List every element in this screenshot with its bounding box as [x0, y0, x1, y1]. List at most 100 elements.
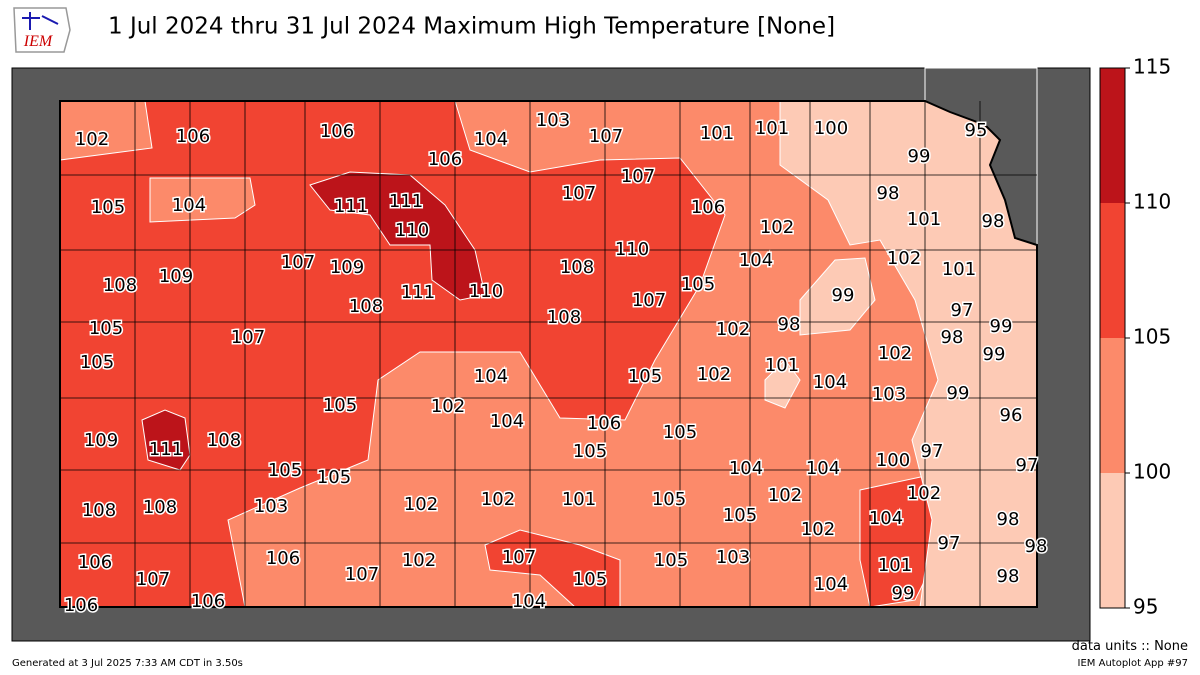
station-label: 105 — [681, 274, 715, 295]
station-label: 105 — [663, 422, 697, 443]
station-label: 105 — [573, 441, 607, 462]
station-label: 103 — [536, 110, 570, 131]
station-label: 106 — [191, 591, 225, 612]
station-label: 111 — [149, 439, 183, 460]
station-label: 106 — [78, 552, 112, 573]
station-label: 109 — [159, 266, 193, 287]
station-label: 107 — [632, 290, 666, 311]
station-label: 105 — [652, 489, 686, 510]
station-label: 106 — [320, 121, 354, 142]
station-label: 97 — [938, 533, 961, 554]
station-label: 105 — [91, 197, 125, 218]
station-label: 102 — [768, 485, 802, 506]
colorbar-segment — [1100, 473, 1125, 608]
station-label: 108 — [103, 275, 137, 296]
station-label: 102 — [481, 489, 515, 510]
station-label: 99 — [947, 383, 970, 404]
station-label: 107 — [345, 564, 379, 585]
station-label: 102 — [697, 364, 731, 385]
station-label: 105 — [654, 550, 688, 571]
station-label: 96 — [1000, 405, 1023, 426]
station-label: 105 — [80, 352, 114, 373]
station-label: 102 — [878, 343, 912, 364]
station-label: 104 — [813, 372, 847, 393]
station-label: 102 — [760, 217, 794, 238]
station-label: 110 — [395, 220, 429, 241]
map-title: 1 Jul 2024 thru 31 Jul 2024 Maximum High… — [108, 14, 835, 40]
station-label: 98 — [997, 566, 1020, 587]
colorbar-segment — [1100, 338, 1125, 473]
station-labels: 102 106 106 106 104 103 107 101 101 100 95 99 107 107… — [62, 109, 1049, 618]
station-label: 105 — [323, 395, 357, 416]
station-label: 101 — [765, 355, 799, 376]
station-label: 107 — [136, 569, 170, 590]
station-label: 107 — [562, 183, 596, 204]
station-label: 97 — [921, 441, 944, 462]
station-label: 99 — [983, 344, 1006, 365]
station-label: 102 — [887, 248, 921, 269]
contour-region — [799, 257, 876, 336]
station-label: 104 — [172, 195, 206, 216]
station-label: 102 — [75, 129, 109, 150]
contour-region — [764, 359, 801, 409]
station-label: 104 — [869, 508, 903, 529]
station-label: 108 — [143, 497, 177, 518]
station-label: 101 — [942, 259, 976, 280]
station-label: 106 — [64, 595, 98, 616]
generated-note: Generated at 3 Jul 2025 7:33 AM CDT in 3… — [12, 658, 243, 669]
station-label: 110 — [469, 281, 503, 302]
station-label: 108 — [82, 500, 116, 521]
station-label: 108 — [207, 430, 241, 451]
station-label: 101 — [755, 118, 789, 139]
station-label: 105 — [628, 366, 662, 387]
station-label: 102 — [402, 550, 436, 571]
station-label: 107 — [231, 327, 265, 348]
station-label: 107 — [502, 547, 536, 568]
station-label: 111 — [401, 282, 435, 303]
colorbar-tick-label: 110 — [1133, 190, 1171, 214]
app-note: IEM Autoplot App #97 — [1078, 658, 1188, 669]
station-label: 105 — [317, 467, 351, 488]
station-label: 98 — [982, 211, 1005, 232]
station-label: 109 — [84, 430, 118, 451]
station-label: 104 — [474, 366, 508, 387]
colorbar-tick-label: 95 — [1133, 595, 1158, 619]
station-label: 101 — [907, 209, 941, 230]
station-label: 97 — [951, 300, 974, 321]
station-label: 99 — [832, 285, 855, 306]
station-label: 102 — [716, 319, 750, 340]
station-label: 109 — [330, 257, 364, 278]
units-note: data units :: None — [1072, 639, 1188, 654]
station-label: 104 — [490, 411, 524, 432]
station-label: 103 — [872, 384, 906, 405]
station-label: 105 — [573, 569, 607, 590]
logo: IEM — [13, 7, 71, 53]
station-label: 99 — [892, 583, 915, 604]
station-label: 101 — [878, 555, 912, 576]
station-label: 107 — [281, 252, 315, 273]
station-label: 105 — [723, 505, 757, 526]
station-label: 104 — [806, 458, 840, 479]
station-label: 98 — [941, 327, 964, 348]
station-label: 103 — [716, 547, 750, 568]
station-label: 107 — [589, 126, 623, 147]
colorbar-tick-label: 105 — [1133, 325, 1171, 349]
station-label: 104 — [474, 129, 508, 150]
contour-region — [59, 100, 726, 608]
colorbar-tick-label: 115 — [1133, 55, 1171, 79]
station-label: 97 — [1016, 455, 1039, 476]
station-label: 106 — [176, 126, 210, 147]
station-label: 98 — [997, 509, 1020, 530]
station-label: 98 — [877, 183, 900, 204]
station-label: 104 — [739, 250, 773, 271]
station-label: 100 — [814, 118, 848, 139]
county-lines — [59, 100, 1038, 608]
station-label: 102 — [907, 483, 941, 504]
station-label: 103 — [254, 496, 288, 517]
station-label: 110 — [615, 239, 649, 260]
station-label: 108 — [560, 257, 594, 278]
logo-text: IEM — [23, 33, 54, 50]
station-label: 99 — [990, 316, 1013, 337]
colorbar-tick-label: 100 — [1133, 460, 1171, 484]
